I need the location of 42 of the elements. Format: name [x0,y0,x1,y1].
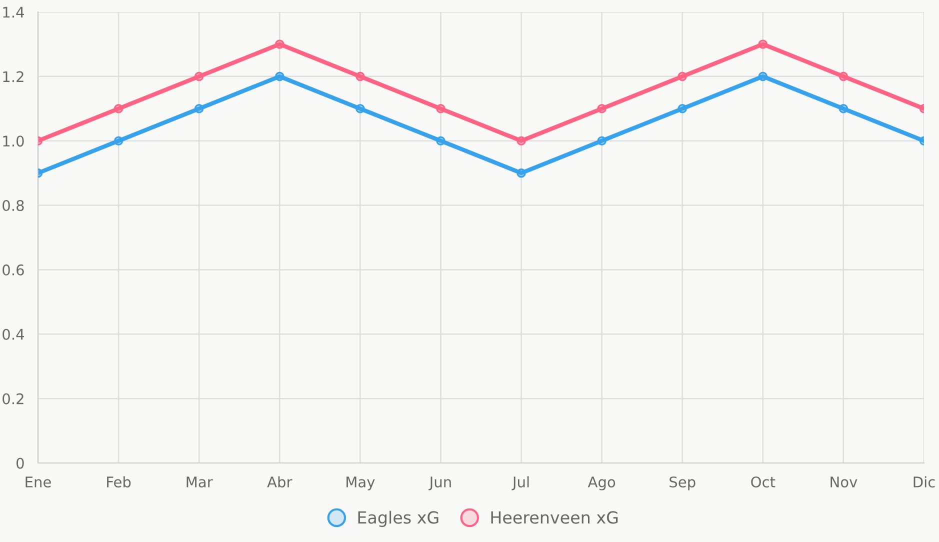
y-tick-label: 1.0 [3,136,24,147]
point [516,168,526,178]
point [356,72,365,82]
point [838,104,848,114]
point [114,104,124,114]
point [678,104,688,114]
x-tick-label: Jun [428,476,451,490]
point [436,136,446,146]
point [597,104,606,114]
x-tick-label: May [346,476,375,490]
y-tick-label: 0.6 [2,264,24,276]
x-tick-label: Abr [267,476,292,488]
point [194,104,204,114]
x-tick-label: Feb [107,476,131,488]
point [516,136,526,146]
x-tick-label: Jul [512,476,529,490]
point [274,72,284,82]
y-tick-label: 0.2 [2,393,24,404]
y-tick-label: 1.4 [3,6,24,18]
point [356,104,365,114]
point [758,72,768,82]
y-tick-label: 0 [16,458,24,469]
x-tick-label: Nov [830,476,858,488]
point [114,136,124,146]
point [597,136,606,146]
x-tick-label: Sep [670,476,696,490]
y-tick-label: 0.4 [2,328,24,340]
point [274,40,284,49]
point [436,104,446,114]
x-tick-label: Dic [914,476,935,488]
y-tick-label: 1.2 [3,71,24,82]
point [678,72,688,82]
point [194,72,204,82]
legend-label: Heerenveen xG [491,511,618,524]
y-tick-label: 0.8 [2,200,24,212]
x-tick-label: Mar [186,476,213,488]
legend-label: Eagles xG [358,510,438,527]
point [758,40,768,49]
x-tick-label: Ene [26,476,51,488]
x-tick-label: Oct [751,476,776,488]
point [838,72,848,82]
x-tick-label: Ago [588,476,616,490]
